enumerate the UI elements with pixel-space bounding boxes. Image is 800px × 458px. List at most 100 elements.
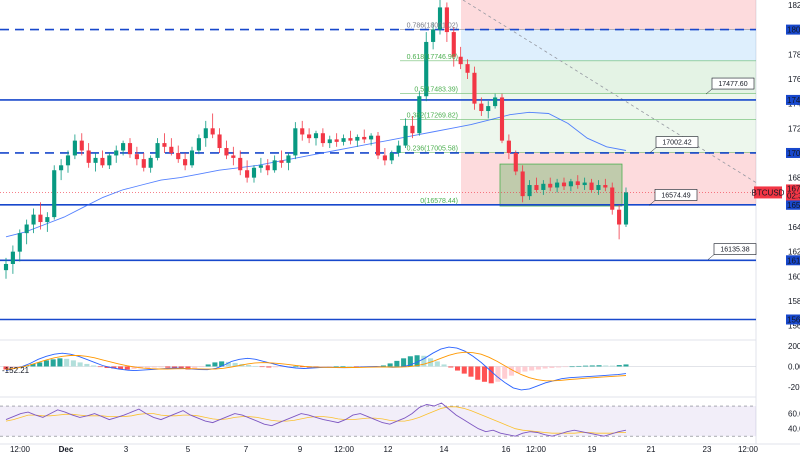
- candle-body[interactable]: [10, 251, 15, 264]
- candle-body[interactable]: [362, 136, 367, 140]
- candle-body[interactable]: [24, 224, 29, 234]
- candle-body[interactable]: [431, 29, 436, 42]
- candle-body[interactable]: [375, 135, 381, 156]
- candle-body[interactable]: [3, 263, 9, 271]
- candle-body[interactable]: [93, 157, 98, 163]
- candle-body[interactable]: [148, 157, 153, 168]
- candle-body[interactable]: [499, 97, 505, 141]
- price-boxes[interactable]: 17477.60 17002.42 16574.49 16135.38: [648, 77, 757, 260]
- candle-body[interactable]: [107, 155, 112, 166]
- candle-body[interactable]: [258, 165, 263, 168]
- candle-body[interactable]: [493, 97, 498, 107]
- candle-body[interactable]: [382, 155, 387, 161]
- candle-body[interactable]: [548, 183, 553, 188]
- price-box[interactable]: [713, 243, 757, 255]
- candle-body[interactable]: [320, 133, 325, 144]
- candle-body[interactable]: [79, 140, 84, 151]
- candle-body[interactable]: [38, 214, 43, 223]
- candle-body[interactable]: [121, 143, 126, 151]
- candle-body[interactable]: [300, 128, 305, 135]
- candle-body[interactable]: [279, 160, 284, 163]
- price-box[interactable]: [655, 136, 699, 148]
- macd-histogram-bar: [30, 363, 36, 367]
- candle-body[interactable]: [444, 7, 449, 33]
- candle-body[interactable]: [189, 150, 195, 166]
- candle-body[interactable]: [245, 170, 250, 178]
- candle-body[interactable]: [217, 134, 222, 149]
- candle-body[interactable]: [506, 140, 511, 153]
- candle-body[interactable]: [417, 96, 422, 134]
- candle-body[interactable]: [313, 133, 319, 139]
- candle-body[interactable]: [486, 106, 491, 112]
- candle-body[interactable]: [272, 160, 277, 171]
- candle-body[interactable]: [52, 170, 57, 218]
- candle-body[interactable]: [451, 32, 456, 57]
- candle-body[interactable]: [555, 182, 560, 188]
- candle-body[interactable]: [286, 155, 291, 163]
- candle-body[interactable]: [307, 134, 312, 139]
- candle-body[interactable]: [293, 128, 298, 156]
- candle-body[interactable]: [17, 233, 22, 252]
- candle-body[interactable]: [396, 145, 401, 153]
- candle-body[interactable]: [72, 140, 77, 156]
- candle-body[interactable]: [203, 128, 208, 139]
- candle-body[interactable]: [231, 155, 236, 158]
- price-box-pointer: [649, 147, 657, 153]
- candle-body[interactable]: [458, 56, 463, 65]
- candle-body[interactable]: [513, 152, 518, 172]
- candle-body[interactable]: [162, 143, 167, 147]
- candle-body[interactable]: [568, 181, 573, 187]
- candle-body[interactable]: [134, 154, 139, 160]
- candle-body[interactable]: [603, 185, 608, 188]
- candle-body[interactable]: [196, 138, 201, 151]
- candle-body[interactable]: [389, 152, 394, 161]
- candle-body[interactable]: [169, 146, 174, 153]
- candle-body[interactable]: [541, 183, 546, 190]
- candle-body[interactable]: [479, 103, 484, 112]
- candle-body[interactable]: [141, 159, 146, 168]
- candle-body[interactable]: [176, 152, 181, 160]
- candle-body[interactable]: [617, 209, 622, 225]
- candle-body[interactable]: [472, 72, 477, 104]
- candle-body[interactable]: [582, 182, 587, 186]
- candle-body[interactable]: [596, 185, 601, 190]
- candle-body[interactable]: [334, 139, 339, 142]
- candle-body[interactable]: [155, 143, 160, 158]
- candle-body[interactable]: [45, 217, 50, 223]
- candle-body[interactable]: [561, 182, 567, 187]
- candle-body[interactable]: [410, 125, 415, 134]
- candle-body[interactable]: [86, 150, 91, 163]
- candle-body[interactable]: [589, 182, 594, 190]
- candle-body[interactable]: [100, 157, 105, 166]
- candle-body[interactable]: [355, 136, 360, 141]
- candle-body[interactable]: [424, 41, 429, 97]
- candle-body[interactable]: [369, 135, 374, 140]
- candle-body[interactable]: [520, 171, 525, 197]
- price-box[interactable]: [654, 189, 698, 201]
- candle-body[interactable]: [238, 157, 243, 171]
- candle-body[interactable]: [348, 138, 353, 141]
- candle-body[interactable]: [114, 150, 119, 156]
- candle-body[interactable]: [224, 148, 229, 156]
- candle-body[interactable]: [465, 64, 470, 73]
- candle-body[interactable]: [575, 181, 580, 186]
- candle-body[interactable]: [127, 143, 133, 155]
- candles[interactable]: [3, 0, 629, 279]
- candle-body[interactable]: [437, 7, 443, 30]
- candle-body[interactable]: [210, 128, 215, 135]
- candle-body[interactable]: [265, 165, 270, 171]
- candle-body[interactable]: [183, 159, 188, 166]
- candle-body[interactable]: [403, 125, 408, 146]
- candle-body[interactable]: [534, 185, 539, 190]
- candle-body[interactable]: [610, 187, 615, 210]
- candle-body[interactable]: [527, 185, 532, 197]
- price-box[interactable]: [711, 77, 755, 90]
- candle-body[interactable]: [65, 155, 71, 166]
- candle-body[interactable]: [623, 192, 629, 225]
- candle-body[interactable]: [327, 139, 332, 144]
- candle-body[interactable]: [251, 167, 257, 178]
- candle-body[interactable]: [341, 138, 346, 142]
- candle-body[interactable]: [31, 214, 36, 225]
- candle-body[interactable]: [59, 165, 64, 171]
